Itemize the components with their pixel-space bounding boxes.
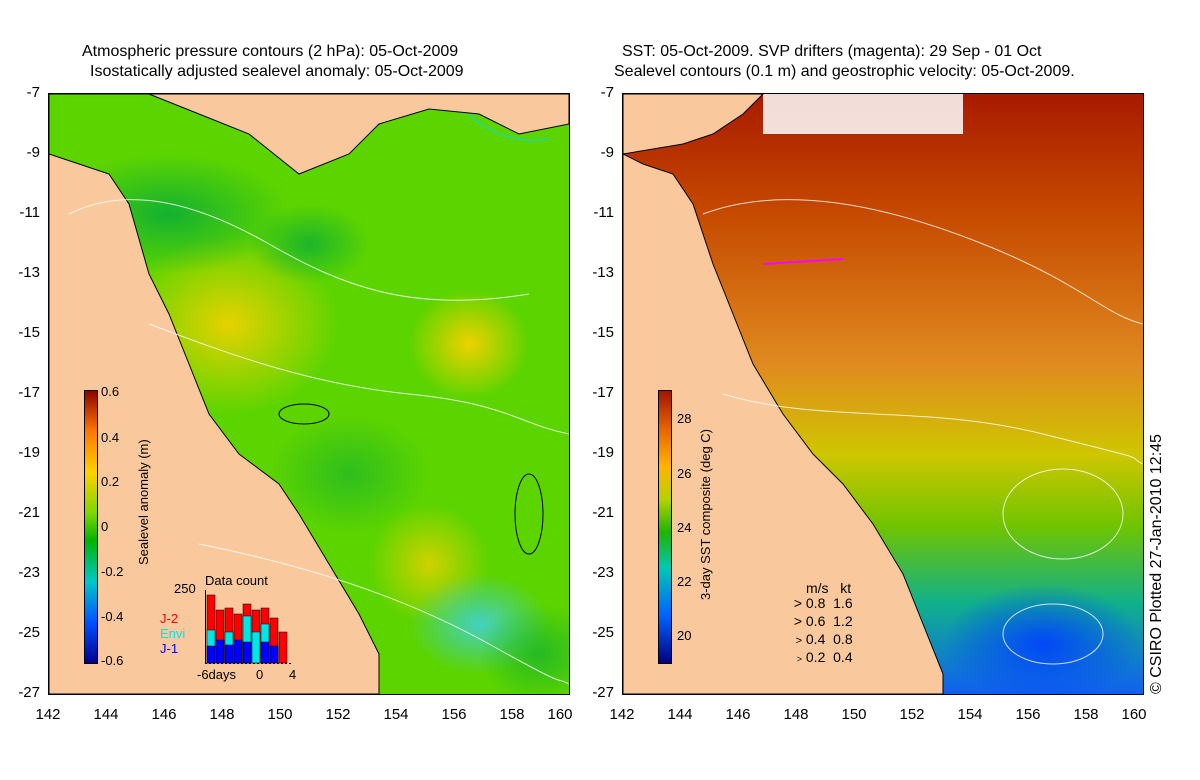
x-tick: 150	[267, 706, 293, 723]
colorbar-tick: -0.2	[101, 564, 124, 579]
y-tick: -27	[592, 684, 614, 701]
x-tick: 144	[93, 706, 119, 723]
velocity-legend-row: > 0.4 0.8	[795, 631, 853, 647]
velocity-legend-row: > 0.8 1.6	[793, 595, 853, 611]
inset-xtick: 4	[289, 667, 297, 682]
inset-xtick: -6days	[197, 667, 237, 682]
y-tick: -23	[18, 564, 40, 581]
data-count-bars	[205, 590, 291, 664]
sealevel-anomaly-map	[48, 93, 570, 695]
x-tick: 156	[441, 706, 467, 723]
y-tick: -25	[18, 624, 40, 641]
new-guinea-landmass	[49, 94, 569, 175]
y-tick: -7	[26, 84, 40, 101]
y-tick: -11	[593, 204, 614, 221]
colorbar-tick: 0.4	[101, 430, 120, 445]
y-tick: -13	[18, 264, 40, 281]
x-tick: 152	[899, 706, 925, 723]
colorbar-tick: 26	[677, 466, 692, 481]
y-tick: -9	[600, 144, 614, 161]
colorbar-tick: 0.2	[101, 474, 120, 489]
new-guinea-landmass	[623, 94, 764, 155]
inset-title: Data count	[205, 573, 268, 588]
y-tick: -17	[592, 384, 614, 401]
colorbar-tick: -0.6	[101, 653, 124, 668]
right-title-line2: Sealevel contours (0.1 m) and geostrophi…	[614, 63, 1075, 80]
australia-landmass	[49, 94, 380, 694]
x-tick: 160	[1121, 706, 1147, 723]
anomaly-colorbar-scale	[84, 390, 98, 664]
x-tick: 146	[725, 706, 751, 723]
colorbar-tick: 28	[677, 411, 692, 426]
colorbar-tick: 20	[677, 628, 692, 643]
velocity-legend-row: > 0.2 0.4	[796, 649, 853, 665]
australia-landmass	[623, 94, 944, 694]
right-title-line1: SST: 05-Oct-2009. SVP drifters (magenta)…	[622, 43, 1042, 60]
anomaly-colorbar-label: Sealevel anomaly (m)	[136, 439, 151, 565]
y-tick: -9	[26, 144, 40, 161]
colorbar-tick: -0.4	[101, 609, 124, 624]
y-tick: -23	[592, 564, 614, 581]
sst-colorbar-label: 3-day SST composite (deg C)	[698, 429, 713, 600]
x-tick: 144	[667, 706, 693, 723]
y-tick: -27	[18, 684, 40, 701]
satellite-label-j1: J-1	[160, 641, 179, 656]
x-tick: 160	[547, 706, 573, 723]
colorbar-tick: 0	[101, 519, 109, 534]
x-tick: 152	[325, 706, 351, 723]
x-tick: 150	[841, 706, 867, 723]
velocity-legend-row: > 0.6 1.2	[793, 613, 853, 629]
sst-velocity-map	[622, 93, 1144, 695]
y-tick: -25	[592, 624, 614, 641]
csiro-credit: © CSIRO Plotted 27-Jan-2010 12:45	[1148, 434, 1165, 694]
colorbar-tick: 22	[677, 574, 692, 589]
colorbar-tick: 24	[677, 520, 692, 535]
x-tick: 148	[783, 706, 809, 723]
y-tick: -15	[18, 324, 40, 341]
y-tick: -21	[592, 504, 614, 521]
y-tick: -13	[592, 264, 614, 281]
left-title-line1: Atmospheric pressure contours (2 hPa): 0…	[82, 43, 459, 60]
inset-xtick: 0	[256, 667, 264, 682]
sst-colorbar-scale	[658, 390, 672, 664]
colorbar-tick: 0.6	[101, 384, 120, 399]
y-tick: -17	[18, 384, 40, 401]
satellite-label-envi: Envi	[160, 626, 186, 641]
x-tick: 154	[957, 706, 983, 723]
x-tick: 158	[1073, 706, 1099, 723]
x-tick: 154	[383, 706, 409, 723]
x-tick: 142	[609, 706, 635, 723]
sealevel-anomaly-field	[49, 94, 569, 694]
x-tick: 148	[209, 706, 235, 723]
y-tick: -21	[18, 504, 40, 521]
x-tick: 142	[35, 706, 61, 723]
y-tick: -11	[19, 204, 40, 221]
left-title-line2: Isostatically adjusted sealevel anomaly:…	[90, 63, 464, 80]
y-tick: -7	[600, 84, 614, 101]
y-tick: -19	[592, 444, 614, 461]
x-tick: 146	[151, 706, 177, 723]
y-tick: -19	[18, 444, 40, 461]
satellite-label-j2: J-2	[160, 611, 179, 626]
x-tick: 158	[499, 706, 525, 723]
velocity-legend-header: m/s kt	[806, 580, 852, 596]
inset-ymax-label: 250	[174, 581, 196, 596]
x-tick: 156	[1015, 706, 1041, 723]
y-tick: -15	[592, 324, 614, 341]
sst-field	[623, 94, 1143, 694]
